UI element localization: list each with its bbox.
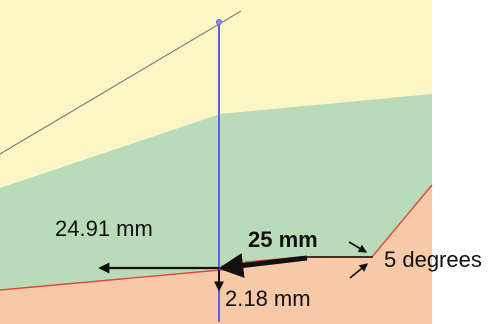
- arrow-length-label: 25 mm: [248, 227, 318, 252]
- axis-top-marker: [216, 19, 222, 25]
- lower-orange-layer: [0, 185, 432, 324]
- left-distance-label: 24.91 mm: [55, 216, 153, 241]
- main-length-arrow: [218, 253, 308, 278]
- upper-boundary-line: [0, 10, 242, 155]
- angle-indicator-arrow-top: [348, 241, 368, 253]
- angle-label: 5 degrees: [384, 247, 482, 272]
- upper-yellow-layer: [0, 0, 432, 324]
- middle-green-layer: [0, 94, 432, 290]
- angle-indicator-arrow-bottom: [349, 263, 368, 279]
- vertical-offset-label: 2.18 mm: [225, 286, 311, 311]
